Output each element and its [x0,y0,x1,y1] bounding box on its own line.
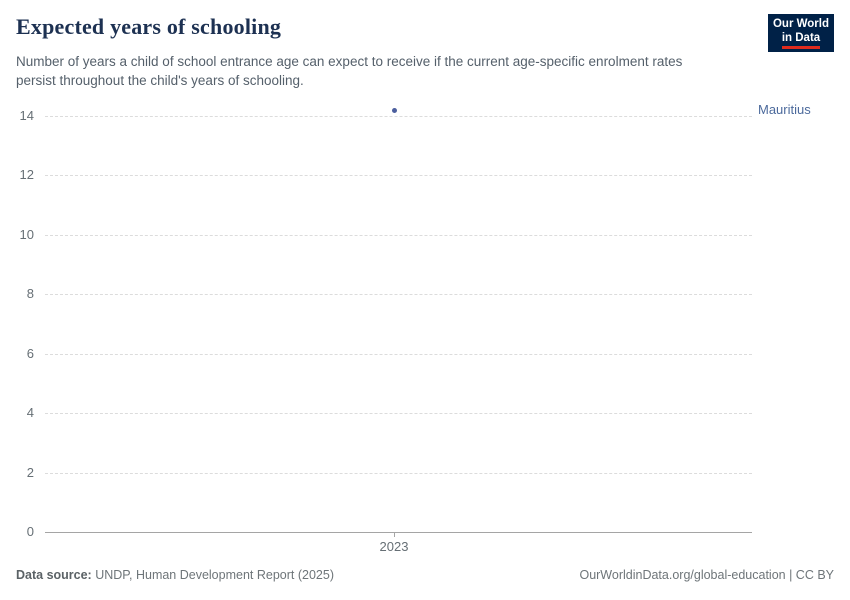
y-tick-label: 8 [26,286,34,302]
y-gridline [45,175,752,177]
x-tick-mark [394,532,395,537]
y-gridline [45,116,752,117]
x-tick-label: 2023 [379,539,409,554]
y-gridline [45,294,752,296]
y-tick-label: 4 [26,405,34,421]
entity-label[interactable]: Mauritius [758,102,811,118]
data-source-text: UNDP, Human Development Report (2025) [91,568,334,582]
credit-link[interactable]: OurWorldinData.org/global-education | CC… [579,568,834,582]
data-source-label: Data source: [16,568,92,582]
y-tick-label: 6 [26,345,34,361]
y-tick-label: 14 [19,108,34,123]
y-gridline [45,234,752,236]
y-tick-label: 10 [19,226,34,242]
chart-footer: Data source: UNDP, Human Development Rep… [16,568,834,582]
y-tick-label: 0 [26,524,34,539]
owid-logo[interactable]: Our World in Data [768,14,834,52]
y-tick-label: 2 [26,464,34,480]
page-title: Expected years of schooling [16,14,282,39]
owid-logo-line1: Our World [772,18,829,30]
chart-subtitle: Number of years a child of school entran… [16,54,683,88]
y-tick-label: 12 [19,167,34,183]
data-point[interactable] [391,107,397,113]
data-source-note: Data source: UNDP, Human Development Rep… [16,568,334,582]
owid-logo-line2: in Data [781,31,821,49]
y-gridline [45,472,752,474]
y-gridline [45,413,752,415]
y-gridline [45,353,752,355]
x-axis-line [45,532,752,533]
